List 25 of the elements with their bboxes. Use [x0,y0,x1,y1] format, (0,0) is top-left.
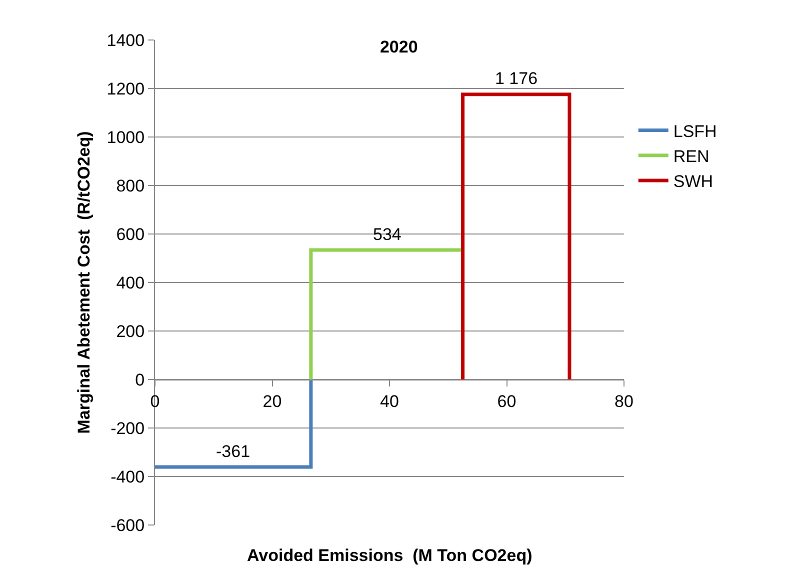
y-tick-label: 1400 [106,30,145,50]
y-tick-label: 1200 [106,79,145,98]
x-tick-label: 60 [497,392,516,411]
annotation: 1 176 [495,69,538,88]
x-tick-label: 80 [614,392,634,411]
annotation: -361 [216,442,250,461]
annotation: 534 [373,225,402,244]
x-axis-title: Avoided Emissions (M Ton CO2eq) [247,546,532,565]
legend-label: SWH [673,172,714,192]
y-tick-label: 1000 [106,128,145,147]
y-tick-label: 200 [116,322,145,341]
y-tick-label: -600 [110,516,145,535]
x-tick-label: 40 [380,392,399,411]
y-tick-label: -200 [110,418,145,438]
legend-label: REN [673,147,710,166]
x-tick-label: 20 [262,392,282,411]
legend-label: LSFH [673,122,717,141]
y-tick-label: -400 [110,467,145,486]
x-tick-label: 0 [150,392,160,411]
y-tick-label: 800 [116,176,145,196]
y-tick-label: 600 [116,224,145,244]
y-axis-title: Marginal Abetement Cost (R/tCO2eq) [74,131,94,434]
chart-title: 2020 [380,38,418,56]
y-tick-label: 0 [135,370,145,390]
y-tick-label: 400 [116,273,145,292]
